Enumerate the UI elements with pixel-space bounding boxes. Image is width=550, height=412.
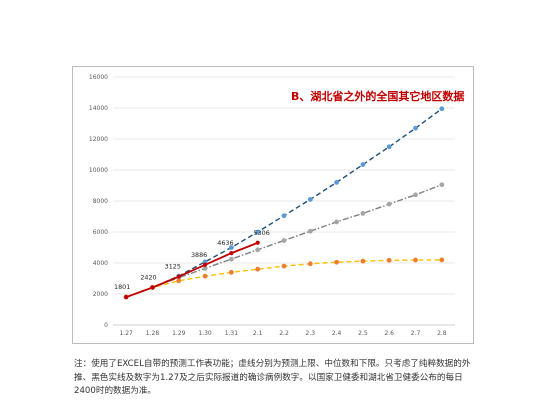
chart-title: B、湖北省之外的全国其它地区数据 [291,90,465,103]
footnote: 注：使用了EXCEL自带的预测工作表功能；虚线分别为预测上限、中位数和下限。只考… [74,359,471,396]
x-tick-label: 2.1 [253,330,263,337]
y-tick-label: 16000 [89,74,108,81]
data-label: 3886 [191,251,207,259]
series-layer [123,106,445,300]
x-tick-label: 2.8 [437,330,447,337]
series-point-1 [307,228,313,234]
series-point-0 [386,144,392,150]
series-point-0 [439,106,445,112]
series-point-1 [228,256,234,262]
x-tick-label: 2.4 [332,330,342,337]
series-point-1 [413,192,418,198]
data-label: 4636 [217,239,233,247]
series-point-3 [202,262,208,267]
series-point-0 [255,229,261,235]
data-label: 5306 [254,229,270,237]
series-point-2 [386,257,392,263]
series-point-1 [255,247,261,253]
x-tick-label: 2.5 [358,330,368,337]
x-tick-label: 1.29 [172,330,186,337]
series-point-0 [228,245,234,250]
y-tick-label: 8000 [93,198,108,205]
series-point-1 [360,211,366,216]
y-tick-label: 6000 [93,229,108,236]
label-layer: 1801 2420 3125 3886 4636 5306 [114,229,270,291]
series-point-2 [228,269,234,275]
series-point-2 [281,263,287,269]
series-point-1 [202,266,208,271]
tick-layer: 0 2000 4000 6000 8000 10000 12000 14000 16000 1.2… [89,74,447,337]
series-point-0 [413,125,418,131]
y-tick-label: 0 [104,322,108,329]
y-tick-label: 2000 [93,291,108,298]
series-point-2 [360,258,366,264]
series-point-2 [176,278,182,284]
series-point-3 [150,285,155,290]
series-point-0 [281,213,287,219]
series-point-3 [124,294,129,300]
x-tick-label: 1.28 [146,330,160,337]
x-tick-label: 1.27 [119,330,133,337]
series-point-2 [202,273,208,279]
chart-frame [72,66,474,344]
series-point-0 [334,180,340,185]
series-point-2 [255,266,261,272]
series-point-3 [176,274,181,279]
x-tick-label: 2.7 [411,330,421,337]
series-point-2 [439,257,445,263]
x-tick-label: 1.31 [225,330,239,337]
series-point-1 [439,182,445,188]
grid-layer [113,76,455,326]
y-tick-label: 14000 [89,105,108,112]
series-point-1 [281,238,287,243]
data-label: 3125 [165,263,181,271]
y-tick-label: 4000 [93,260,108,267]
data-label: 2420 [140,273,156,281]
series-point-2 [334,259,340,265]
series-line-3 [125,241,259,298]
series-point-2 [413,257,418,263]
series-point-1 [334,219,340,225]
x-tick-label: 2.3 [306,330,316,337]
series-point-1 [386,201,392,207]
x-tick-label: 1.30 [198,330,212,337]
y-tick-label: 12000 [89,136,108,143]
x-tick-label: 2.6 [384,330,394,337]
series-point-0 [360,162,366,167]
series-point-0 [307,197,313,202]
data-label: 1801 [114,283,130,291]
y-tick-label: 10000 [89,167,108,174]
series-point-3 [229,251,234,256]
series-point-3 [255,240,260,245]
x-tick-label: 2.2 [279,330,289,337]
series-point-2 [307,261,313,267]
